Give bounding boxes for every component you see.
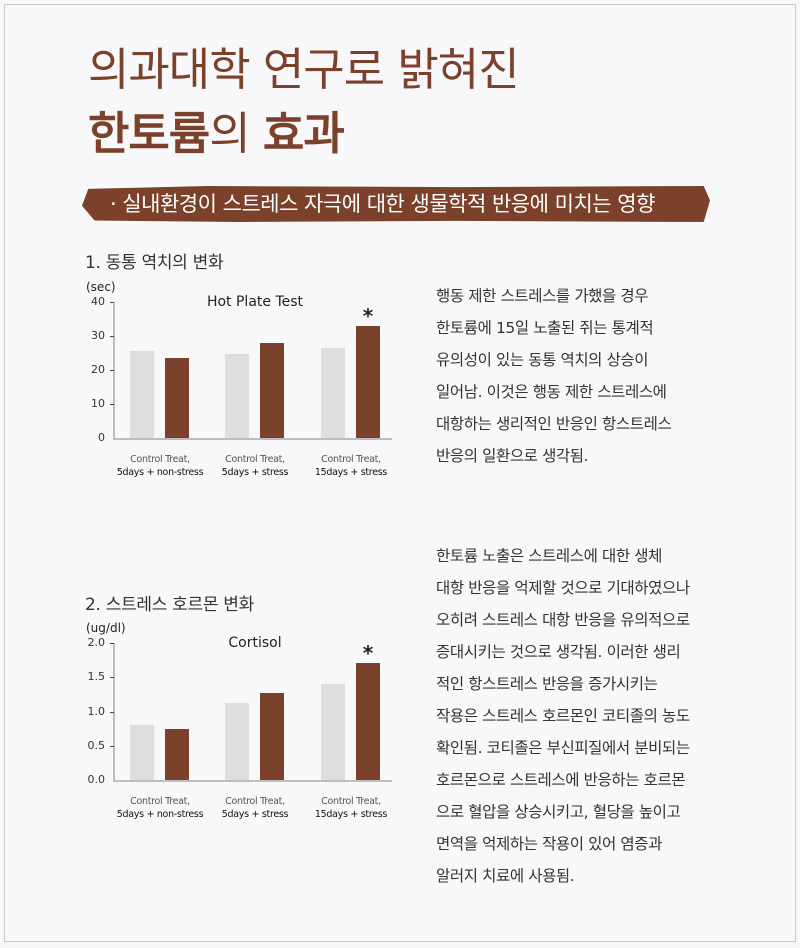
paragraph-line: 한토륨 노출은 스트레스에 대한 생체 (436, 547, 663, 565)
y-tick-mark (110, 711, 114, 713)
paragraph-line: 으로 혈압을 상승시키고, 혈당을 높이고 (436, 803, 681, 821)
title-particle: 의 (209, 107, 263, 160)
y-axis-line (113, 643, 115, 780)
bar-treat (165, 729, 189, 780)
x-label-line1: Control Treat, (321, 796, 381, 807)
y-tick-label: 0 (98, 431, 105, 444)
paragraph-line: 행동 제한 스트레스를 가했을 경우 (436, 287, 649, 305)
y-tick-label: 0.0 (87, 773, 106, 786)
y-tick-label: 1.0 (87, 704, 106, 718)
y-tick-mark (110, 643, 114, 644)
section-1-heading: 1. 동통 역치의 변화 (85, 253, 224, 273)
page-title-line2: 한토륨의 효과 (88, 106, 345, 162)
chart-2-unit: (ug/dl) (86, 621, 126, 635)
subtitle-banner (82, 186, 710, 222)
section-2-paragraph: 한토륨 노출은 스트레스에 대한 생체 대항 반응을 억제할 것으로 기대하였으… (436, 540, 690, 892)
x-label-line2: 5days + non-stress (116, 467, 204, 478)
bar-control (130, 725, 154, 780)
y-tick-mark (110, 302, 114, 303)
x-label-line2: 15days + stress (314, 467, 388, 478)
bar-treat (165, 358, 189, 438)
paragraph-line: 유의성이 있는 동통 역치의 상승이 (436, 351, 649, 369)
paragraph-line: 작용은 스트레스 호르몬인 코티졸의 농도 (436, 707, 690, 725)
chart-title: Hot Plate Test (206, 294, 304, 310)
bar-control (225, 354, 249, 438)
x-category-label: Control Treat, 15days + stress (296, 795, 406, 821)
y-tick-label: 10 (91, 397, 105, 410)
bar-treat (260, 342, 284, 438)
bar-control (321, 347, 345, 438)
title-effect: 효과 (262, 107, 345, 160)
bar-control (130, 350, 154, 438)
y-tick-mark (110, 336, 114, 337)
x-category-label: Control Treat, 5days + stress (200, 453, 310, 479)
bar-treat (260, 693, 284, 780)
paragraph-line: 알러지 치료에 사용됨. (436, 867, 575, 885)
x-label-line2: 5days + non-stress (116, 809, 204, 820)
paragraph-line: 오히려 스트레스 대항 반응을 유의적으로 (436, 611, 690, 629)
x-label-line2: 5days + stress (221, 467, 289, 478)
y-tick-mark (110, 370, 114, 371)
y-axis-line (113, 302, 115, 438)
paragraph-line: 면역을 억제하는 작용이 있어 염증과 (436, 835, 663, 853)
paragraph-line: 반응의 일환으로 생각됨. (436, 447, 589, 465)
x-label-line1: Control Treat, (225, 796, 285, 807)
content-frame (4, 4, 796, 942)
significance-asterisk: * (362, 303, 374, 328)
paragraph-line: 한토륨에 15일 노출된 쥐는 통계적 (436, 319, 654, 337)
y-tick-label: 30 (91, 329, 105, 342)
y-tick-mark (110, 745, 114, 747)
significance-asterisk: * (362, 640, 374, 665)
paragraph-line: 증대시키는 것으로 생각됨. 이러한 생리 (436, 643, 681, 661)
x-axis-line (113, 780, 392, 782)
x-label-line1: Control Treat, (225, 454, 285, 465)
y-tick-label: 2.0 (87, 636, 106, 649)
x-label-line1: Control Treat, (130, 796, 190, 807)
y-tick-mark (110, 404, 114, 405)
paragraph-line: 호르몬으로 스트레스에 반응하는 호르몬 (436, 771, 686, 789)
x-axis-line (113, 438, 392, 440)
x-category-label: Control Treat, 5days + stress (200, 795, 310, 821)
chart-title: Cortisol (228, 635, 282, 651)
chart-1-unit: (sec) (86, 280, 116, 294)
bar-treat (356, 662, 380, 780)
bar-treat (356, 325, 380, 438)
y-tick-mark (110, 677, 114, 679)
y-tick-label: 1.5 (87, 670, 106, 684)
x-label-line2: 15days + stress (314, 809, 388, 820)
bar-control (321, 684, 345, 780)
subtitle-banner-text: · 실내환경이 스트레스 자극에 대한 생물학적 반응에 미치는 영향 (110, 192, 655, 216)
x-label-line2: 5days + stress (221, 809, 289, 820)
x-category-label: Control Treat, 15days + stress (296, 453, 406, 479)
paragraph-line: 대항하는 생리적인 반응인 항스트레스 (436, 415, 672, 433)
y-tick-label: 0.5 (87, 738, 106, 752)
x-label-line1: Control Treat, (130, 454, 190, 465)
y-tick-label: 20 (91, 363, 105, 376)
page-title-line1: 의과대학 연구로 밝혀진 (88, 43, 520, 96)
section-2-heading: 2. 스트레스 호르몬 변화 (85, 595, 254, 615)
paragraph-line: 대항 반응을 억제할 것으로 기대하였으나 (436, 579, 690, 597)
section-1-paragraph: 행동 제한 스트레스를 가했을 경우 한토륨에 15일 노출된 쥐는 통계적 유… (436, 280, 672, 472)
product-name: 한토륨 (88, 107, 210, 160)
y-tick-label: 40 (91, 295, 105, 308)
x-category-label: Control Treat, 5days + non-stress (105, 453, 215, 479)
x-category-label: Control Treat, 5days + non-stress (105, 795, 215, 821)
paragraph-line: 적인 항스트레스 반응을 증가시키는 (436, 675, 658, 693)
paragraph-line: 일어남. 이것은 행동 제한 스트레스에 (436, 383, 667, 401)
paragraph-line: 확인됨. 코티졸은 부신피질에서 분비되는 (436, 739, 690, 757)
bar-control (225, 703, 249, 780)
x-label-line1: Control Treat, (321, 454, 381, 465)
